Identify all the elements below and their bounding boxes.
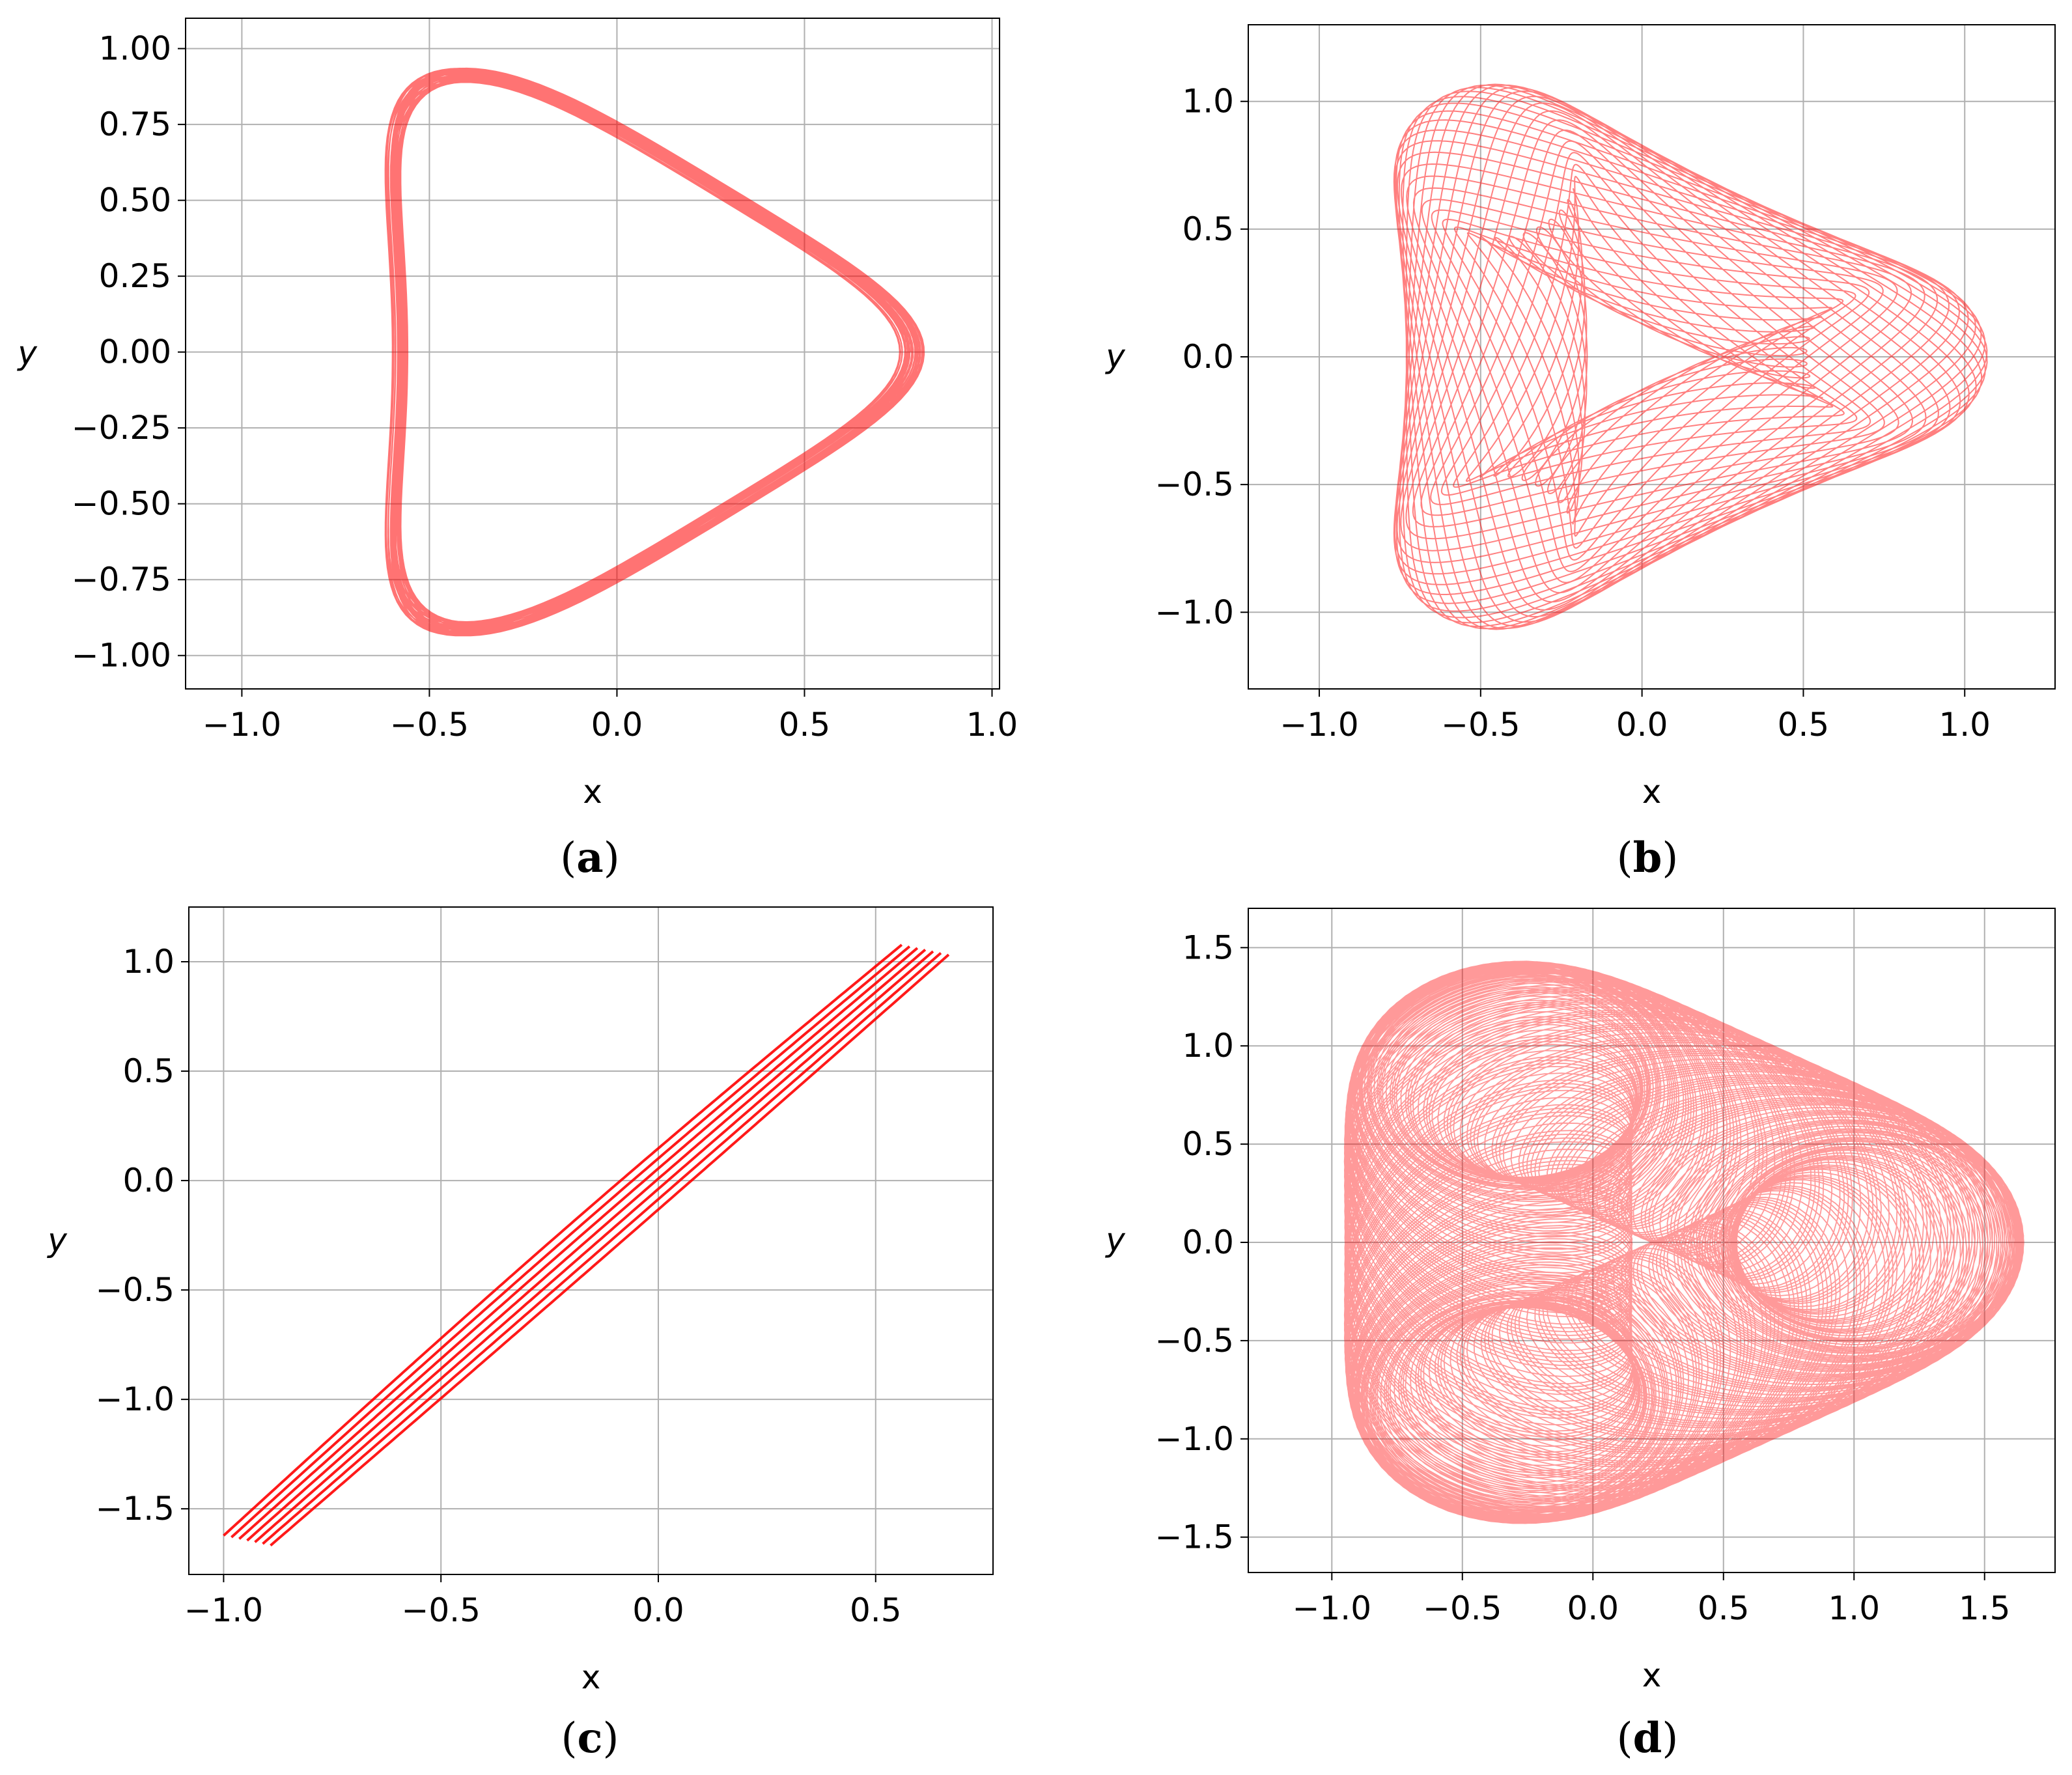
x-tick-label: 0.5 <box>850 1591 902 1629</box>
trajectory-line <box>1343 960 2024 1524</box>
x-tick-label: 0.5 <box>779 706 831 744</box>
x-tick-label: 1.0 <box>1828 1589 1880 1627</box>
panel-d: −1.0 −0.5 0.0 0.5 1.0 1.5 −1.5 −1.0 −0.5 0.0 0.5 1.… <box>1036 888 2072 1775</box>
caption-a-letter: a <box>576 833 604 882</box>
trajectory-line <box>1393 83 1988 630</box>
y-tick-label: −1.5 <box>96 1490 175 1528</box>
caption-d: (d) <box>1616 1714 1679 1763</box>
trajectory-strand <box>270 953 950 1547</box>
plot-frame <box>185 18 1000 690</box>
y-tick-label: 0.25 <box>99 257 171 295</box>
y-tick-label: 1.0 <box>1182 83 1234 120</box>
x-tick-label: −0.5 <box>1441 706 1520 744</box>
x-tick-label: 0.0 <box>1616 706 1668 744</box>
y-tick-label: −0.5 <box>1155 1322 1234 1360</box>
y-tick-label: −1.5 <box>1155 1518 1234 1556</box>
trajectory-series <box>223 943 950 1547</box>
trajectory-strand <box>254 950 934 1543</box>
trajectory-strand <box>262 952 942 1545</box>
y-tick-label: 0.5 <box>122 1052 175 1090</box>
y-tick-label: 1.5 <box>1182 929 1234 966</box>
y-tick-label: −0.5 <box>96 1271 175 1309</box>
y-tick-label: 0.0 <box>1182 1223 1234 1261</box>
trajectory-line <box>384 67 925 637</box>
x-tick-label: −0.5 <box>1423 1589 1502 1627</box>
x-axis-label: x <box>1642 773 1662 811</box>
plot-frame <box>188 906 994 1575</box>
y-tick-label: 1.00 <box>99 30 171 68</box>
y-tick-label: 0.0 <box>1182 338 1234 376</box>
plot-frame <box>1248 908 2056 1573</box>
trajectory-strand <box>238 947 919 1540</box>
y-tick-label: 0.0 <box>122 1162 175 1199</box>
x-tick-label: 1.0 <box>966 706 1018 744</box>
x-tick-label: −0.5 <box>401 1591 480 1629</box>
caption-b: (b) <box>1616 833 1679 882</box>
y-tick-label: −0.25 <box>72 409 171 447</box>
trajectory-series <box>384 67 925 637</box>
caption-a: (a) <box>560 833 620 882</box>
x-tick-label: 0.0 <box>632 1591 684 1629</box>
x-tick-label: −1.0 <box>184 1591 263 1629</box>
trajectory-strand <box>223 943 903 1537</box>
trajectory-strand <box>246 948 927 1542</box>
y-axis-label: y <box>1104 337 1126 375</box>
x-tick-label: −1.0 <box>203 706 281 744</box>
y-tick-label: −0.75 <box>72 561 171 598</box>
y-tick-label: −0.5 <box>1155 466 1234 503</box>
x-tick-label: −1.0 <box>1293 1589 1371 1627</box>
y-tick-label: −1.00 <box>72 637 171 675</box>
panel-b: −1.0 −0.5 0.0 0.5 1.0 −1.0 −0.5 0.0 0.5 1.0 x y <box>1036 0 2072 888</box>
x-tick-label: 0.0 <box>591 706 643 744</box>
y-tick-label: −0.50 <box>72 485 171 523</box>
y-axis-label: y <box>46 1222 68 1259</box>
chart-a: −1.0 −0.5 0.0 0.5 1.0 −1.00 −0.75 −0.50 −0.25 0.0… <box>16 18 1018 811</box>
y-tick-label: 1.0 <box>122 943 175 981</box>
caption-c-letter: c <box>577 1714 603 1763</box>
y-tick-label: 0.50 <box>99 182 171 219</box>
panel-c: −1.0 −0.5 0.0 0.5 −1.5 −1.0 −0.5 0.0 0.5 1.0 x y <box>0 888 1036 1775</box>
x-tick-label: −0.5 <box>390 706 469 744</box>
y-tick-label: −1.0 <box>1155 593 1234 631</box>
x-tick-label: 1.5 <box>1959 1589 2011 1627</box>
x-tick-label: 0.5 <box>1778 706 1830 744</box>
x-tick-label: −1.0 <box>1280 706 1358 744</box>
y-tick-label: 0.75 <box>99 105 171 143</box>
caption-d-letter: d <box>1632 1714 1662 1763</box>
trajectory-series <box>1343 960 2024 1524</box>
x-axis-label: x <box>583 773 602 811</box>
chart-b: −1.0 −0.5 0.0 0.5 1.0 −1.0 −0.5 0.0 0.5 1.0 x y <box>1104 24 2056 811</box>
y-tick-label: 0.5 <box>1182 210 1234 248</box>
chart-d: −1.0 −0.5 0.0 0.5 1.0 1.5 −1.5 −1.0 −0.5 0.0 0.5 1.… <box>1104 908 2056 1694</box>
y-tick-label: 1.0 <box>1182 1027 1234 1065</box>
y-tick-label: −1.0 <box>1155 1420 1234 1458</box>
y-axis-label: y <box>16 334 38 372</box>
x-tick-label: 0.0 <box>1567 1589 1619 1627</box>
x-tick-label: 0.5 <box>1698 1589 1750 1627</box>
x-axis-label: x <box>581 1658 601 1696</box>
x-tick-label: 1.0 <box>1939 706 1991 744</box>
panel-a: −1.0 −0.5 0.0 0.5 1.0 −1.00 −0.75 −0.50 −0.25 0.0… <box>0 0 1036 888</box>
y-tick-label: 0.00 <box>99 333 171 371</box>
caption-c: (c) <box>561 1714 619 1763</box>
trajectory-strand <box>231 945 911 1539</box>
caption-b-letter: b <box>1632 833 1662 882</box>
y-tick-label: −1.0 <box>96 1380 175 1418</box>
x-axis-label: x <box>1642 1656 1662 1694</box>
y-tick-label: 0.5 <box>1182 1125 1234 1163</box>
y-axis-label: y <box>1104 1221 1126 1259</box>
trajectory-series <box>1393 83 1988 630</box>
chart-c: −1.0 −0.5 0.0 0.5 −1.5 −1.0 −0.5 0.0 0.5 1.0 x y <box>46 906 994 1696</box>
